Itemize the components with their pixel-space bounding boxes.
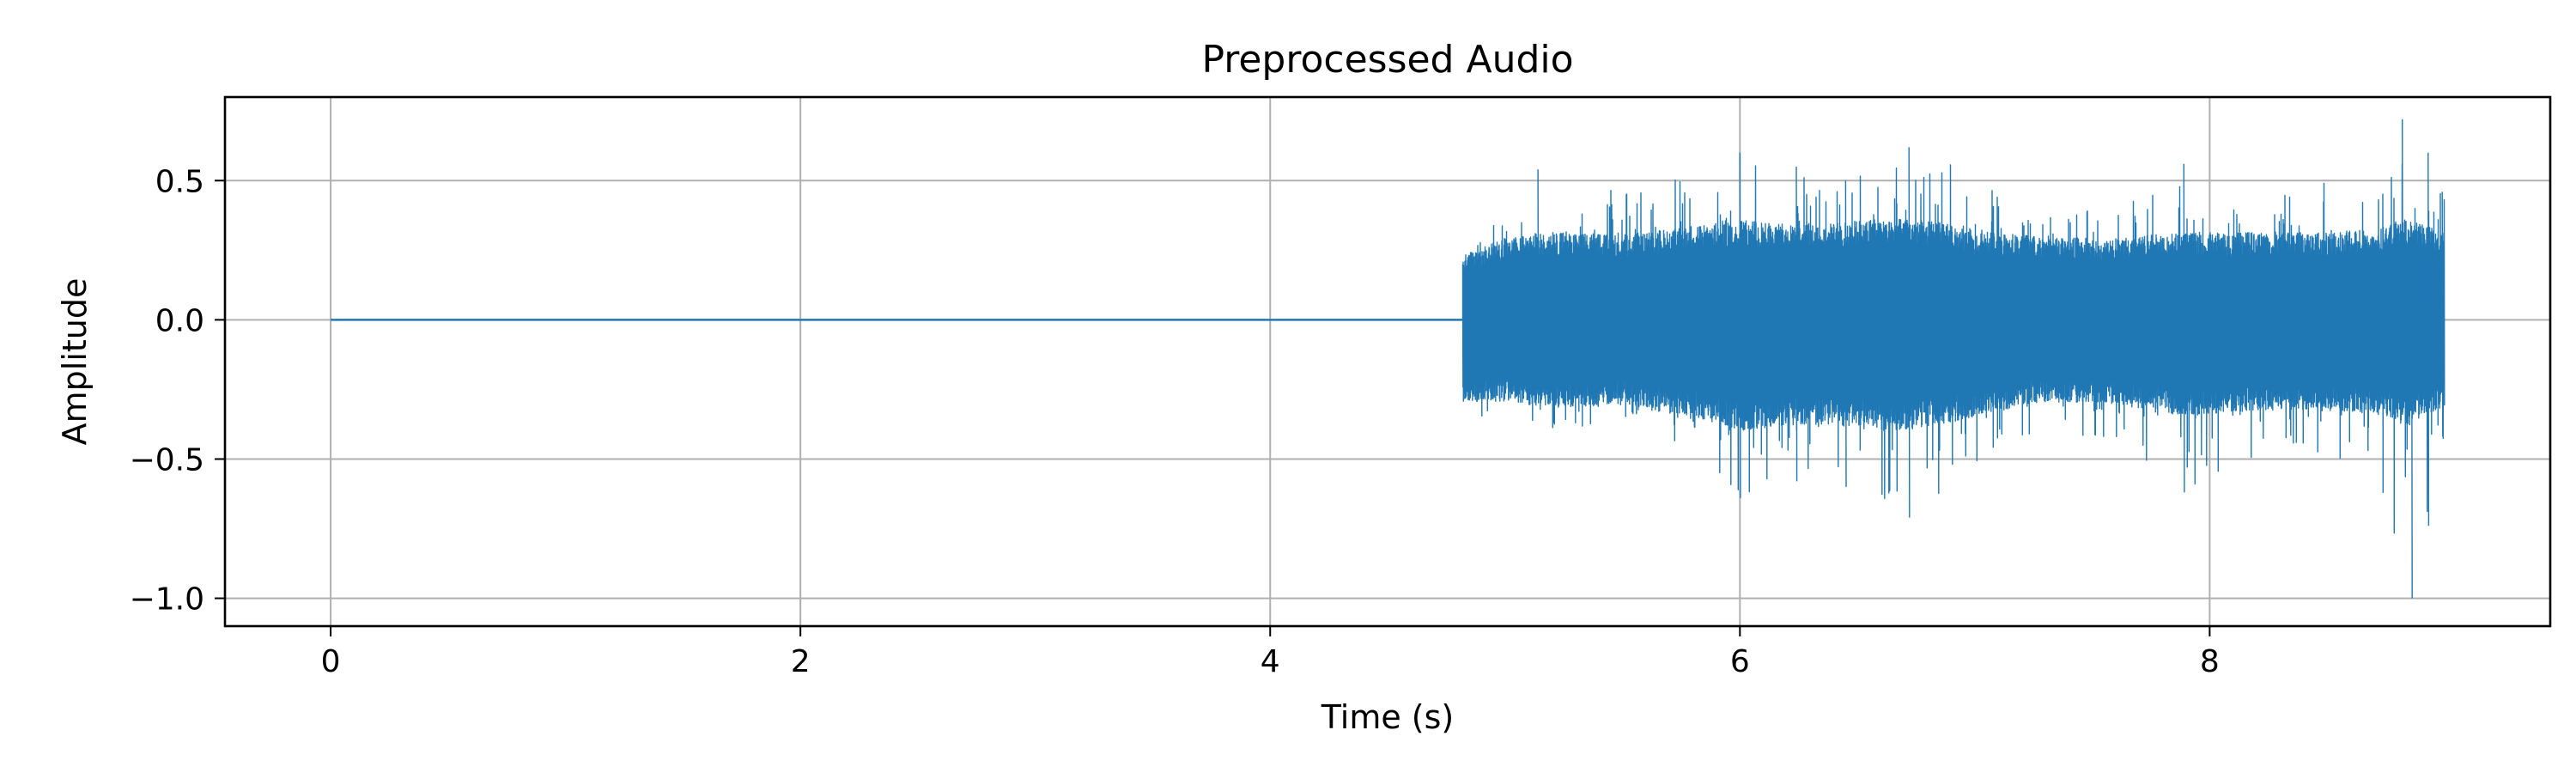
x-tick-label: 0 (321, 644, 341, 679)
x-tick-label: 6 (1730, 644, 1750, 679)
y-tick-label: −0.5 (130, 442, 204, 478)
x-tick-label: 8 (2200, 644, 2220, 679)
y-tick-label: 0.0 (155, 303, 204, 338)
y-axis-label: Amplitude (56, 278, 94, 446)
y-tick-label: −1.0 (130, 582, 204, 618)
plot-frame (223, 95, 2552, 628)
axis-ticks: 0 2 4 6 8 0.5 0.0 −0.5 −1.0 (130, 164, 2220, 679)
y-tick-label: 0.5 (155, 164, 204, 199)
chart-title: Preprocessed Audio (1201, 38, 1573, 82)
audio-waveform-line (1461, 119, 2445, 599)
x-axis-label: Time (s) (1321, 698, 1455, 736)
x-tick-label: 4 (1261, 644, 1280, 679)
waveform-series (331, 119, 2445, 599)
x-tick-label: 2 (791, 644, 811, 679)
